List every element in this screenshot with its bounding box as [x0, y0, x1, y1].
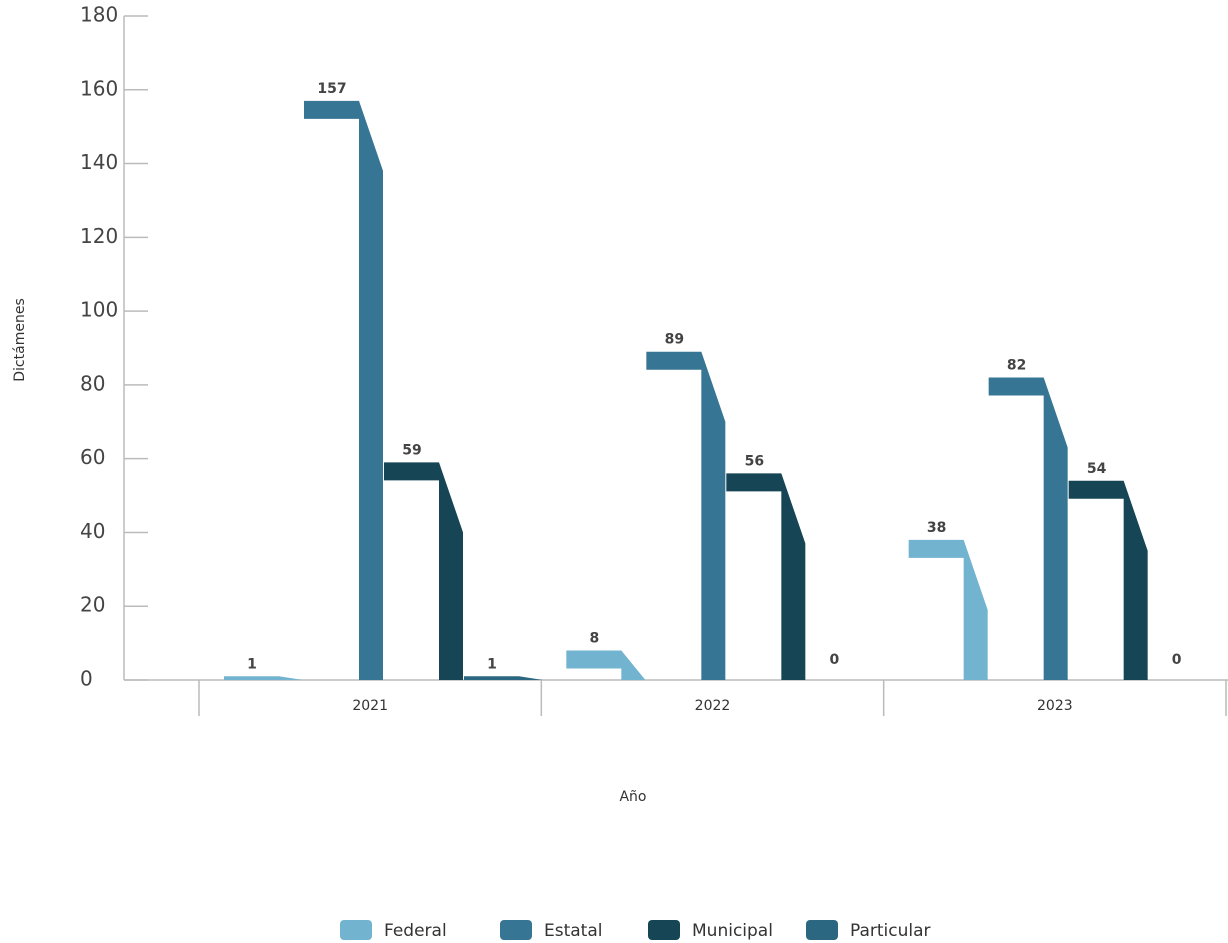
- value-label: 1: [487, 656, 497, 672]
- y-tick-label: 40: [80, 519, 105, 543]
- bar: [566, 650, 646, 680]
- value-label: 0: [1172, 652, 1182, 668]
- bar: [224, 676, 303, 680]
- legend-swatch: [340, 920, 372, 940]
- legend-label: Federal: [384, 921, 447, 941]
- bar: [908, 539, 988, 680]
- value-label: 8: [589, 630, 599, 646]
- value-label: 157: [317, 81, 346, 97]
- bar: [726, 473, 806, 680]
- legend-label: Estatal: [544, 921, 603, 941]
- legend-label: Municipal: [692, 921, 773, 941]
- x-axis-label: Año: [619, 789, 646, 805]
- y-tick-label: 140: [80, 150, 118, 174]
- y-tick-label: 0: [80, 667, 93, 691]
- legend-label: Particular: [850, 921, 931, 941]
- bar: [464, 676, 543, 680]
- x-tick-label: 2023: [1037, 698, 1073, 714]
- bar: [646, 351, 726, 680]
- value-label: 54: [1087, 461, 1107, 477]
- y-tick-label: 100: [80, 298, 118, 322]
- value-label: 38: [927, 520, 946, 536]
- x-tick-label: 2022: [695, 698, 731, 714]
- y-tick-label: 60: [80, 445, 105, 469]
- value-label: 56: [745, 453, 764, 469]
- value-label: 89: [665, 332, 684, 348]
- y-tick-label: 160: [80, 76, 118, 100]
- bar: [1068, 480, 1148, 680]
- y-tick-label: 180: [80, 3, 118, 27]
- y-tick-label: 80: [80, 371, 105, 395]
- value-label: 59: [402, 442, 421, 458]
- bar: [384, 462, 463, 680]
- value-label: 0: [829, 652, 839, 668]
- value-label: 82: [1007, 358, 1026, 374]
- y-tick-label: 20: [80, 593, 105, 617]
- value-label: 1: [247, 656, 257, 672]
- legend-swatch: [500, 920, 532, 940]
- legend-swatch: [648, 920, 680, 940]
- x-tick-label: 2021: [352, 698, 388, 714]
- legend-swatch: [806, 920, 838, 940]
- y-axis-label: Dictámenes: [12, 298, 28, 381]
- bar: [988, 377, 1068, 680]
- y-tick-label: 120: [80, 224, 118, 248]
- bar: [304, 100, 383, 681]
